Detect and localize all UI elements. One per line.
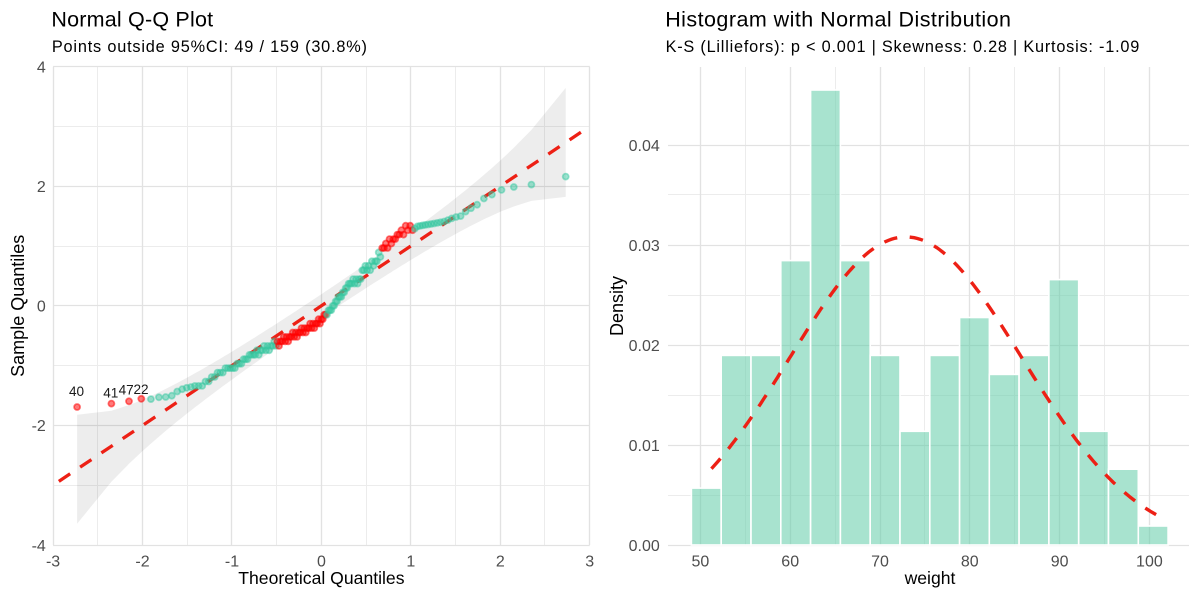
- svg-text:-2: -2: [135, 553, 149, 570]
- svg-text:-1: -1: [225, 553, 239, 570]
- svg-text:80: 80: [961, 553, 979, 570]
- svg-text:40: 40: [69, 384, 85, 399]
- svg-text:Sample Quantiles: Sample Quantiles: [8, 235, 28, 377]
- svg-text:0.01: 0.01: [629, 438, 660, 455]
- svg-text:Points outside 95%CI: 49 / 159: Points outside 95%CI: 49 / 159 (30.8%): [52, 38, 368, 56]
- svg-text:Histogram with Normal Distribu: Histogram with Normal Distribution: [665, 8, 1011, 32]
- svg-text:weight: weight: [904, 568, 956, 588]
- svg-text:2: 2: [496, 553, 505, 570]
- svg-text:50: 50: [692, 553, 710, 570]
- svg-text:Theoretical Quantiles: Theoretical Quantiles: [238, 568, 404, 588]
- svg-text:0.04: 0.04: [629, 138, 660, 155]
- svg-text:100: 100: [1136, 553, 1163, 570]
- svg-text:0.00: 0.00: [629, 538, 660, 555]
- svg-text:47: 47: [119, 383, 134, 398]
- svg-text:-4: -4: [32, 538, 46, 555]
- svg-text:Density: Density: [607, 276, 627, 336]
- svg-text:Normal Q-Q Plot: Normal Q-Q Plot: [51, 8, 213, 32]
- svg-text:0.02: 0.02: [629, 338, 660, 355]
- svg-text:0: 0: [37, 299, 46, 316]
- svg-text:60: 60: [781, 553, 799, 570]
- svg-text:0.03: 0.03: [629, 238, 660, 255]
- svg-text:-2: -2: [32, 418, 46, 435]
- svg-text:90: 90: [1051, 553, 1069, 570]
- svg-text:3: 3: [585, 553, 594, 570]
- svg-text:41: 41: [103, 385, 118, 400]
- svg-text:K-S (Lilliefors): p < 0.001 |: K-S (Lilliefors): p < 0.001 | Skewness: …: [666, 38, 1140, 56]
- svg-text:70: 70: [871, 553, 889, 570]
- svg-text:-3: -3: [46, 553, 60, 570]
- svg-text:2: 2: [37, 179, 46, 196]
- svg-text:22: 22: [133, 382, 148, 397]
- svg-text:1: 1: [406, 553, 415, 570]
- svg-text:4: 4: [37, 59, 46, 76]
- svg-text:0: 0: [317, 553, 326, 570]
